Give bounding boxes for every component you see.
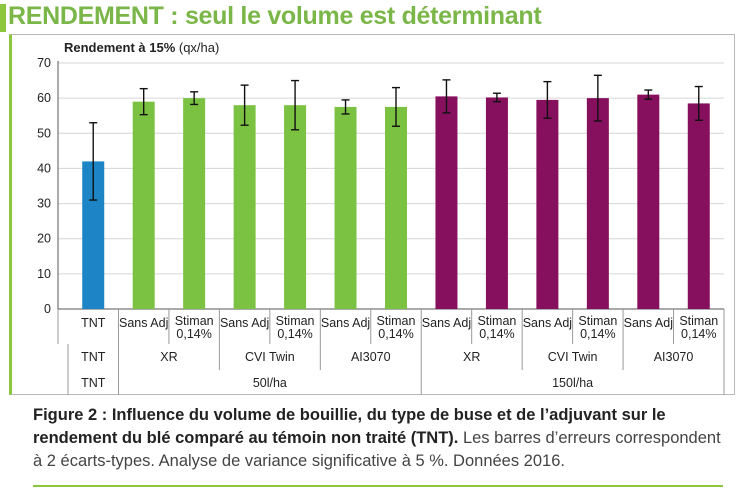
y-axis-label: Rendement à 15% (qx/ha) [64,40,219,55]
bar [284,105,307,310]
caption-rest: Les barres d’erreurs correspondent à 2 é… [33,429,721,470]
x-tick-label: Sans Adj [220,316,269,330]
y-axis-label-bold: Rendement à 15% [64,40,176,55]
bar [132,101,155,310]
x-tick-label: 0,14% [277,327,312,341]
group-label: CVI Twin [548,350,598,364]
group-label: AI3070 [351,350,391,364]
bar [233,105,256,310]
bar [485,97,508,309]
bar [637,94,660,309]
bar [183,98,206,310]
bottom-rule [33,485,723,487]
x-tick-label: Stiman [377,314,416,328]
x-tick-label: Stiman [175,314,214,328]
x-tick-label: Sans Adj [624,316,673,330]
group-label: CVI Twin [245,350,295,364]
group-label: XR [160,350,177,364]
y-tick-label: 0 [44,302,51,316]
y-tick-label: 50 [37,126,51,140]
x-tick-label: Stiman [276,314,315,328]
y-axis-label-unit: (qx/ha) [175,40,220,55]
group-label: TNT [81,350,106,364]
bar [82,161,105,309]
volume-label: 150l/ha [552,376,593,390]
figure-caption: Figure 2 : Influence du volume de bouill… [33,404,723,473]
y-tick-label: 60 [37,91,51,105]
x-tick-label: TNT [81,316,106,330]
x-tick-label: 0,14% [176,327,211,341]
y-tick-label: 30 [37,197,51,211]
caption-strong: Figure 2 : Influence du volume de bouill… [33,406,666,447]
bar [536,99,559,310]
title-bar: RENDEMENT : seul le volume est détermina… [0,0,743,34]
y-tick-label: 10 [37,267,51,281]
x-tick-label: 0,14% [378,327,413,341]
bar [687,103,710,310]
y-tick-label: 70 [37,56,51,70]
x-tick-label: Sans Adj [523,316,572,330]
bar [435,96,458,309]
chart-title: RENDEMENT : seul le volume est détermina… [8,2,542,30]
volume-label: TNT [81,376,106,390]
x-tick-label: Sans Adj [119,316,168,330]
volume-label: 50l/ha [253,376,287,390]
x-tick-label: 0,14% [681,327,716,341]
x-tick-label: Stiman [477,314,516,328]
y-tick-label: 20 [37,232,51,246]
chart-frame [9,34,735,395]
group-label: XR [463,350,480,364]
x-tick-label: 0,14% [580,327,615,341]
x-tick-label: 0,14% [479,327,514,341]
title-accent [0,4,6,32]
x-tick-label: Sans Adj [422,316,471,330]
x-tick-label: Stiman [679,314,718,328]
x-tick-label: Stiman [578,314,617,328]
y-tick-label: 40 [37,161,51,175]
bar [334,106,357,309]
x-tick-label: Sans Adj [321,316,370,330]
bar [586,98,609,310]
bar [385,106,407,309]
group-label: AI3070 [654,350,694,364]
